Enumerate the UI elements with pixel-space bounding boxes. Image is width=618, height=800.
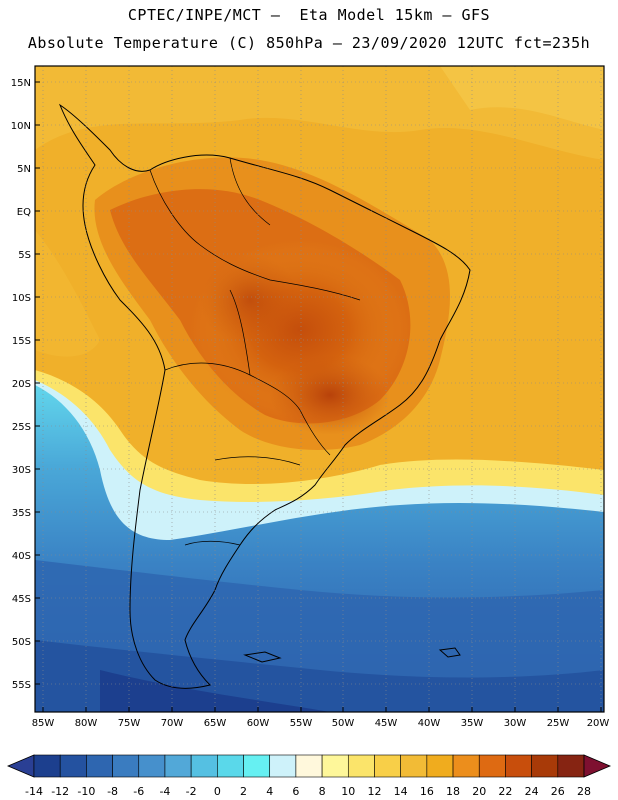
lat-label-10n: 10N <box>11 121 31 132</box>
colorbar-label: 24 <box>525 785 539 798</box>
colorbar-swatch <box>112 754 140 778</box>
colorbar-swatch <box>557 754 585 778</box>
lon-label-40w: 40W <box>418 718 441 729</box>
lat-label-35s: 35S <box>12 508 31 519</box>
lat-label-20s: 20S <box>12 379 31 390</box>
colorbar-swatch <box>190 754 218 778</box>
colorbar-label: 20 <box>472 785 486 798</box>
lon-label-80w: 80W <box>75 718 98 729</box>
lon-label-65w: 65W <box>204 718 227 729</box>
lat-label-15s: 15S <box>12 336 31 347</box>
temperature-field <box>35 66 604 712</box>
longitude-axis: 85W 80W 75W 70W 65W 60W 55W 50W 45W 40W … <box>32 707 610 729</box>
lat-label-50s: 50S <box>12 637 31 648</box>
lon-label-35w: 35W <box>461 718 484 729</box>
graticule <box>35 66 604 712</box>
lat-label-25s: 25S <box>12 422 31 433</box>
colorbar-swatch <box>478 754 506 778</box>
colorbar-label: 2 <box>240 785 247 798</box>
lat-label-45s: 45S <box>12 594 31 605</box>
lat-label-40s: 40S <box>12 551 31 562</box>
colorbar-label: 14 <box>394 785 408 798</box>
lat-label-10s: 10S <box>12 293 31 304</box>
lon-label-30w: 30W <box>504 718 527 729</box>
map-title-line-1: CPTEC/INPE/MCT – Eta Model 15km – GFS <box>127 6 491 24</box>
colorbar-label: -8 <box>107 785 118 798</box>
colorbar-swatch <box>269 754 297 778</box>
colorbar-label: 28 <box>577 785 591 798</box>
colorbar-label: -2 <box>186 785 197 798</box>
colorbar-swatch <box>59 754 87 778</box>
colorbar-swatch <box>33 754 61 778</box>
lon-label-25w: 25W <box>547 718 570 729</box>
lat-label-55s: 55S <box>12 680 31 691</box>
colorbar-swatch <box>243 754 271 778</box>
colorbar-under-arrow <box>6 754 35 778</box>
lat-label-30s: 30S <box>12 465 31 476</box>
colorbar-label: 12 <box>367 785 381 798</box>
country-borders <box>149 157 361 546</box>
colorbar-label: -14 <box>25 785 43 798</box>
colorbar-label: -12 <box>51 785 69 798</box>
colorbar-swatch <box>400 754 428 778</box>
map-frame <box>34 65 605 713</box>
colorbar-swatch <box>505 754 532 778</box>
colorbar-swatch <box>321 754 349 778</box>
colorbar-label: 0 <box>214 785 221 798</box>
map-title-line-2: Absolute Temperature (C) 850hPa – 23/09/… <box>27 34 591 52</box>
colorbar: -14 -12 -10 -8 -6 -4 -2 0 2 4 6 8 10 12 14 16 18 20 22 24 26… <box>6 754 612 798</box>
lat-label-5n: 5N <box>17 164 31 175</box>
colorbar-label: -4 <box>159 785 170 798</box>
lon-label-85w: 85W <box>32 718 55 729</box>
colorbar-label: 16 <box>420 785 434 798</box>
lon-label-70w: 70W <box>161 718 184 729</box>
colorbar-swatch <box>374 754 401 778</box>
colorbar-label: 8 <box>319 785 326 798</box>
colorbar-label: -6 <box>133 785 144 798</box>
colorbar-swatch <box>86 754 113 778</box>
lat-label-eq: EQ <box>17 207 31 218</box>
lon-label-60w: 60W <box>247 718 270 729</box>
lat-label-15n: 15N <box>11 78 31 89</box>
colorbar-swatch <box>426 754 454 778</box>
colorbar-swatch <box>138 754 166 778</box>
latitude-axis: 15N 10N 5N EQ 5S 10S 15S 20S 25S 30S 35S… <box>11 78 40 691</box>
colorbar-swatch <box>217 754 244 778</box>
lon-label-75w: 75W <box>118 718 141 729</box>
colorbar-swatch <box>347 754 375 778</box>
colorbar-swatch <box>452 754 480 778</box>
colorbar-over-arrow <box>583 754 612 778</box>
colorbar-label: 18 <box>446 785 460 798</box>
colorbar-label: 4 <box>266 785 273 798</box>
lon-label-50w: 50W <box>332 718 355 729</box>
lon-label-20w: 20W <box>587 718 610 729</box>
lon-label-45w: 45W <box>375 718 398 729</box>
coastline <box>58 103 471 689</box>
colorbar-label: 10 <box>341 785 355 798</box>
colorbar-swatch <box>164 754 192 778</box>
lon-label-55w: 55W <box>290 718 313 729</box>
colorbar-label: 22 <box>498 785 512 798</box>
colorbar-swatch <box>531 754 559 778</box>
colorbar-label: 6 <box>292 785 299 798</box>
colorbar-label: -10 <box>77 785 95 798</box>
colorbar-label: 26 <box>551 785 565 798</box>
colorbar-swatch <box>295 754 323 778</box>
lat-label-5s: 5S <box>18 250 31 261</box>
